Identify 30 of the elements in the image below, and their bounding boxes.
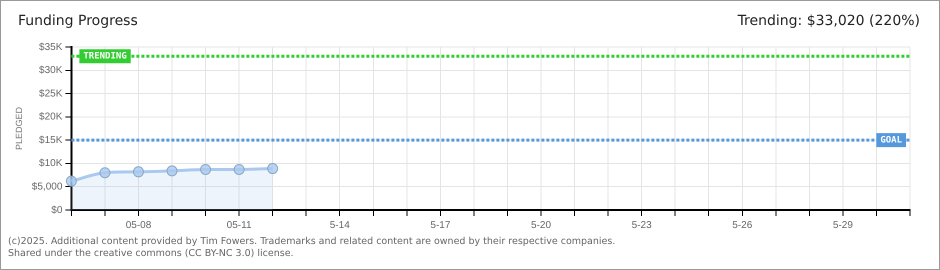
text: (c)2025. Additional content provided by Tim Fowers. Trademarks and related content are owned by their respective companies. [8, 236, 616, 248]
x-tick-label: 5-29 [832, 220, 854, 231]
ref-line-label: GOAL [880, 135, 903, 146]
y-tick-label: $30K [39, 65, 63, 76]
ref-line-label: TRENDING [83, 52, 127, 62]
y-tick-label: $5,000 [32, 181, 63, 192]
x-tick-label: 05-08 [126, 220, 152, 231]
y-tick-label: $10K [39, 158, 63, 170]
text: Shared under the creative commons (CC BY-NC 3.0) license. [8, 248, 295, 260]
x-tick-label: 05-11 [226, 220, 252, 231]
x-tick-label: 5-20 [531, 220, 552, 231]
x-tick-label: 5-17 [430, 220, 451, 231]
x-tick-label: 5-14 [330, 220, 350, 231]
y-tick-label: $25K [39, 88, 63, 100]
point [66, 176, 77, 187]
x-tick-label: 5-26 [732, 220, 753, 231]
y-tick-label: $15K [39, 134, 63, 146]
point [132, 166, 144, 178]
chart-subtitle: Trending: $33,020 (220%) [738, 13, 920, 29]
point [166, 165, 178, 176]
point [234, 164, 245, 175]
y-tick-label: $0 [51, 204, 63, 216]
point [200, 164, 212, 175]
chart-title: Funding Progress [18, 13, 138, 29]
y-tick-label: $20K [39, 112, 63, 123]
y-tick-label: $35K [39, 42, 63, 53]
x-tick-label: 5-23 [632, 220, 652, 231]
point [267, 163, 278, 174]
point [99, 167, 110, 178]
y-axis-title: PLEDGED [14, 106, 24, 150]
